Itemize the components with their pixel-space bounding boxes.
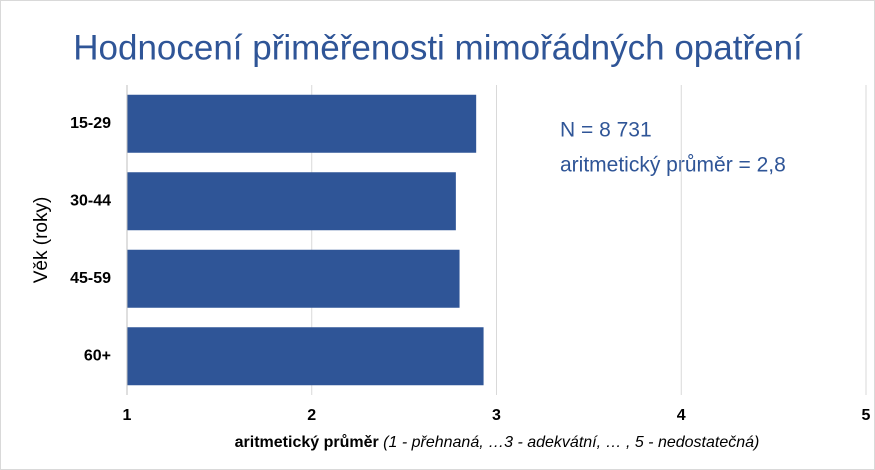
x-axis-label-italic: (1 - přehnaná, …3 - adekvátní, … , 5 - n… (383, 434, 759, 451)
x-axis-label: aritmetický průměr (1 - přehnaná, …3 - a… (235, 434, 760, 451)
bar (127, 172, 456, 231)
y-tick-label: 30-44 (70, 192, 111, 209)
y-axis-label: Věk (roky) (31, 197, 52, 284)
bar (127, 327, 484, 386)
bar (127, 249, 460, 308)
x-axis-label-bold: aritmetický průměr (235, 434, 379, 451)
annotation: N = 8 731 (560, 119, 652, 142)
chart-title: Hodnocení přiměřenosti mimořádných opatř… (73, 28, 803, 67)
y-tick-label: 60+ (84, 347, 111, 364)
bar (127, 94, 477, 153)
x-tick-label: 3 (492, 407, 501, 424)
x-tick-label: 4 (677, 407, 686, 424)
annotation: aritmetický průměr = 2,8 (560, 154, 786, 177)
x-tick-label: 5 (862, 407, 871, 424)
x-tick-label: 1 (123, 407, 132, 424)
y-tick-label: 15-29 (70, 115, 111, 132)
y-tick-label: 45-59 (70, 270, 111, 287)
x-tick-label: 2 (307, 407, 316, 424)
